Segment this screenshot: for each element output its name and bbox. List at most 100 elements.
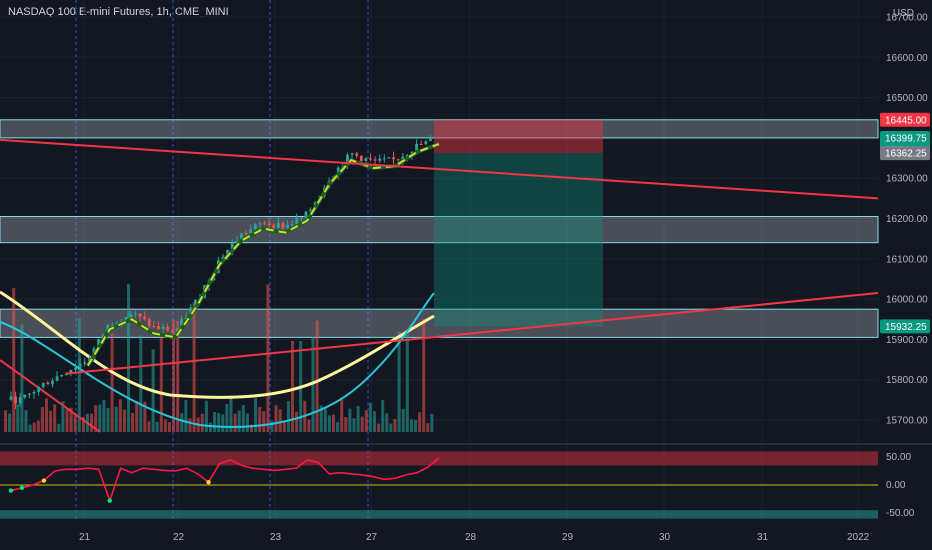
volume-bar [118, 399, 122, 432]
candle-body [267, 223, 271, 225]
price-tick-label: 16700.00 [886, 13, 928, 24]
volume-bar [356, 406, 360, 432]
curve-cyan [0, 292, 435, 428]
volume-bar [237, 410, 241, 432]
descending-trendline [0, 138, 879, 200]
take-profit-zone [434, 153, 603, 327]
candle-body [350, 153, 354, 155]
time-tick-label: 21 [79, 532, 91, 543]
volume-bar [94, 405, 98, 432]
candle-body [230, 243, 234, 250]
volume-bar [332, 414, 335, 432]
volume-bar [250, 424, 253, 432]
volume-bar [77, 318, 81, 432]
volume-bar [270, 420, 274, 432]
volume-bar [430, 413, 434, 432]
volume-bar [254, 398, 258, 432]
volume-bar [12, 287, 16, 432]
volume-bar [393, 419, 397, 432]
chart-symbol-title: NASDAQ 100 E-mini Futures, 1h, CME_MINI [8, 6, 229, 18]
descending-red-line [0, 359, 101, 433]
candle-body [415, 144, 419, 152]
candle-body [419, 144, 423, 146]
volume-bar [414, 419, 417, 432]
candle-body [304, 211, 308, 218]
candle-body [32, 391, 36, 394]
volume-bar [16, 404, 20, 432]
candle-body [309, 209, 312, 212]
currency-label[interactable]: USD [892, 8, 914, 19]
volume-bar [106, 408, 110, 432]
candle-body [180, 319, 183, 330]
oscillator-pane: 50.00 0.00 -50.00 [0, 451, 915, 519]
volume-bar [233, 413, 237, 432]
oversold-band [0, 510, 878, 519]
volume-bar [295, 411, 299, 432]
candle-body [193, 299, 197, 308]
volume-bar [274, 405, 278, 432]
candle-body [392, 157, 395, 160]
oscillator-tick-label: 0.00 [886, 480, 906, 491]
candle-body [51, 380, 54, 385]
volume-bar [188, 418, 192, 432]
volume-bar [282, 421, 286, 432]
volume-bar [57, 423, 61, 432]
volume-bar [315, 320, 319, 432]
oscillator-signal-dot [107, 498, 112, 503]
candle-body [286, 224, 289, 229]
price-axis[interactable]: 16700.0016600.0016500.0016400.0016300.00… [880, 13, 930, 427]
volume-bar [217, 413, 221, 432]
volume-bar [373, 411, 376, 432]
volume-bar [266, 284, 270, 432]
short-position-tool[interactable] [434, 119, 603, 327]
ascending-trendline [65, 292, 879, 375]
volume-bar [131, 412, 135, 432]
candle-body [18, 397, 22, 404]
oscillator-line [10, 457, 440, 504]
candle-body [23, 394, 27, 398]
smooth-line-dash [86, 143, 440, 367]
volume-bar [102, 400, 106, 432]
price-tick-label: 16600.00 [886, 53, 928, 64]
volume-bar [336, 422, 340, 432]
price-tick-label: 16500.00 [886, 93, 928, 104]
volume-bar [45, 398, 48, 432]
candle-body [382, 158, 386, 160]
candle-body [299, 217, 303, 219]
price-tick-label: 16100.00 [886, 254, 928, 265]
volume-bar [49, 410, 53, 432]
price-tick-label: 15800.00 [886, 375, 928, 386]
volume-bar [348, 408, 352, 432]
price-badge-bg [880, 146, 930, 161]
time-tick-label: 23 [270, 532, 282, 543]
time-tick-label: 28 [465, 532, 477, 543]
candle-body [290, 224, 294, 226]
volume-bar [172, 319, 176, 432]
candle-body [166, 326, 170, 332]
candle-body [424, 141, 428, 145]
candle-body [369, 158, 372, 160]
volume-bar [204, 400, 208, 432]
volume-bar [200, 413, 204, 432]
candle-body [355, 153, 359, 156]
candle-body [152, 325, 156, 327]
candle-body [37, 386, 41, 392]
time-tick-label: 30 [659, 532, 671, 543]
volume-bar [184, 399, 188, 432]
candle-body [60, 375, 64, 377]
volume-bar [147, 421, 151, 432]
trendlines[interactable] [0, 138, 879, 375]
candle-body [387, 157, 391, 159]
candle-body [143, 316, 147, 320]
candle-body [175, 329, 179, 332]
volume-bar [307, 419, 311, 432]
candle-body [364, 158, 368, 161]
candle-body [55, 376, 59, 381]
volume-bar [426, 423, 430, 432]
time-axis[interactable]: 21 22 23 27 28 29 30 31 2022 [79, 532, 870, 543]
volume-bar [377, 423, 381, 432]
volume-bar [229, 398, 233, 432]
candle-body [249, 228, 253, 234]
candle-body [258, 223, 262, 225]
